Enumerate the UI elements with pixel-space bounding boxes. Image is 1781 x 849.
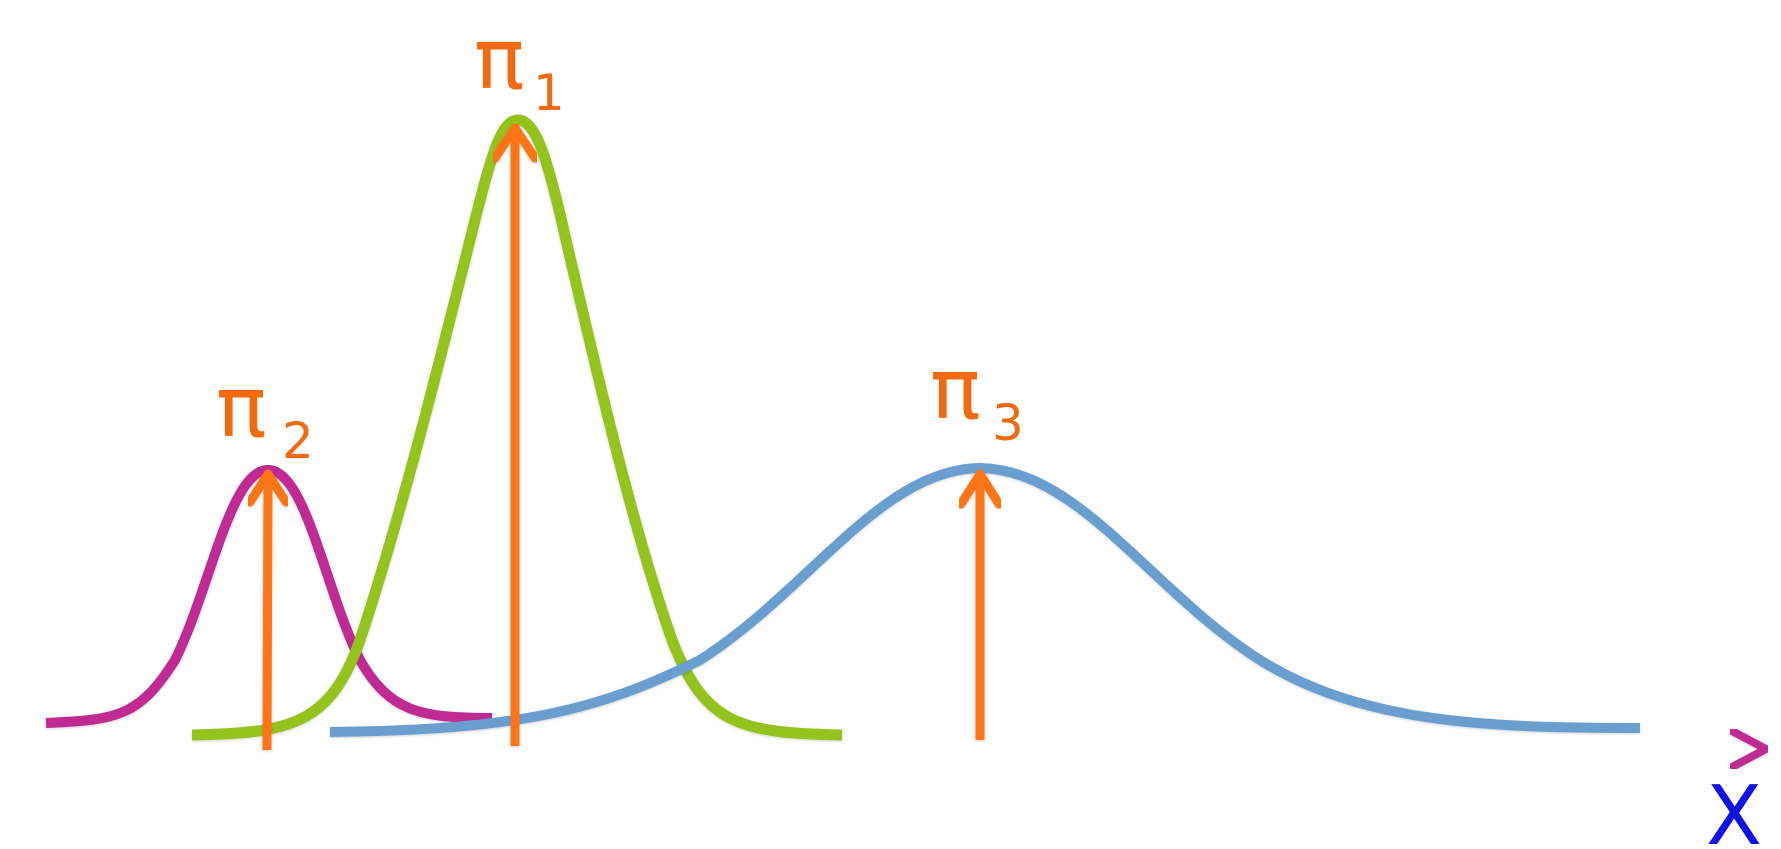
- component-1-label: π 1: [474, 10, 565, 122]
- component-1-weight-arrow: [490, 123, 540, 746]
- x-axis-arrowhead: [1728, 727, 1770, 771]
- component-3-curve: [329, 462, 1641, 737]
- component-2-weight-arrow: [245, 469, 291, 751]
- component-3-weight-arrow: [956, 469, 1004, 740]
- component-3-label: π 3: [930, 340, 1024, 452]
- component-1-curve: [191, 114, 843, 741]
- x-axis-label: X: [1706, 769, 1762, 849]
- component-2-label: π 2: [216, 358, 314, 470]
